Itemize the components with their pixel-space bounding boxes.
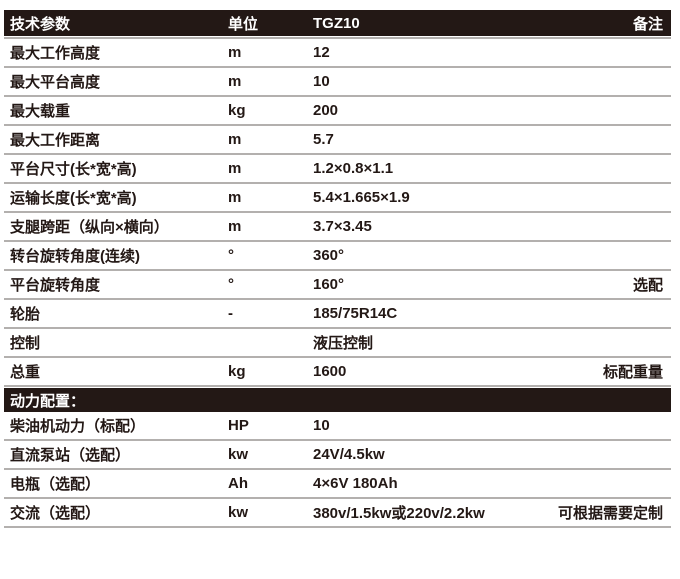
- table-header-row: 技术参数 单位 TGZ10 备注: [4, 10, 671, 36]
- unit-cell: m: [228, 218, 242, 235]
- value-cell: 3.7×3.45: [313, 218, 372, 235]
- header-unit-label: 单位: [228, 15, 259, 33]
- value-cell: 1600: [313, 363, 347, 380]
- table-row: 柴油机动力（标配） HP 10: [4, 412, 671, 441]
- param-cell: 直流泵站（选配）: [10, 447, 131, 464]
- unit-cell: m: [228, 73, 242, 90]
- value-cell: 380v/1.5kw或220v/2.2kw: [313, 505, 485, 522]
- table-row: 交流（选配） kw 380v/1.5kw或220v/2.2kw 可根据需要定制: [4, 499, 671, 528]
- param-cell: 轮胎: [10, 306, 41, 323]
- remark-cell: 可根据需要定制: [557, 505, 663, 522]
- value-cell: 液压控制: [313, 335, 374, 352]
- value-cell: 5.4×1.665×1.9: [313, 189, 410, 206]
- unit-cell: Ah: [228, 475, 248, 492]
- value-cell: 10: [313, 417, 330, 434]
- value-cell: 160°: [313, 276, 345, 293]
- param-cell: 运输长度(长*宽*高): [10, 190, 137, 207]
- table-row: 轮胎 - 185/75R14C: [4, 300, 671, 329]
- table-row: 转台旋转角度(连续) ° 360°: [4, 242, 671, 271]
- value-cell: 5.7: [313, 131, 334, 148]
- unit-cell: kg: [228, 102, 246, 119]
- unit-cell: °: [228, 247, 234, 264]
- table-row: 直流泵站（选配） kw 24V/4.5kw: [4, 441, 671, 470]
- unit-cell: -: [228, 305, 233, 322]
- param-cell: 交流（选配）: [10, 505, 101, 522]
- unit-cell: m: [228, 131, 242, 148]
- param-cell: 最大载重: [10, 103, 71, 120]
- table-row: 控制 液压控制: [4, 329, 671, 358]
- param-cell: 电瓶（选配）: [10, 476, 101, 493]
- param-cell: 总重: [10, 364, 41, 381]
- value-cell: 185/75R14C: [313, 305, 398, 322]
- remark-cell: 选配: [632, 277, 663, 294]
- table-row: 运输长度(长*宽*高) m 5.4×1.665×1.9: [4, 184, 671, 213]
- table-row: 总重 kg 1600 标配重量: [4, 358, 671, 387]
- unit-cell: kw: [228, 446, 249, 463]
- spec-table: 技术参数 单位 TGZ10 备注 最大工作高度 m 12 最大平台高度 m 10 最大载重 k…: [4, 10, 671, 528]
- header-param-label: 技术参数: [10, 15, 71, 33]
- header-model-label: TGZ10: [313, 14, 360, 32]
- table-row: 电瓶（选配） Ah 4×6V 180Ah: [4, 470, 671, 499]
- power-section-bar: 动力配置：: [4, 388, 671, 412]
- unit-cell: kw: [228, 504, 249, 521]
- table-row: 平台尺寸(长*宽*高) m 1.2×0.8×1.1: [4, 155, 671, 184]
- power-rows-group: 柴油机动力（标配） HP 10 直流泵站（选配） kw 24V/4.5kw 电瓶（选配） Ah…: [4, 412, 671, 528]
- value-cell: 200: [313, 102, 339, 119]
- param-cell: 平台尺寸(长*宽*高): [10, 161, 137, 178]
- table-row: 支腿跨距（纵向×横向） m 3.7×3.45: [4, 213, 671, 242]
- param-cell: 支腿跨距（纵向×横向）: [10, 219, 169, 236]
- unit-cell: HP: [228, 417, 249, 434]
- param-cell: 控制: [10, 335, 41, 352]
- table-row: 平台旋转角度 ° 160° 选配: [4, 271, 671, 300]
- remark-cell: 标配重量: [602, 364, 663, 381]
- spec-rows-group: 最大工作高度 m 12 最大平台高度 m 10 最大载重 kg 200 最大工作距离 m 5.7 平台尺…: [4, 39, 671, 387]
- unit-cell: kg: [228, 363, 246, 380]
- param-cell: 平台旋转角度: [10, 277, 101, 294]
- value-cell: 4×6V 180Ah: [313, 475, 398, 492]
- value-cell: 12: [313, 44, 330, 61]
- table-row: 最大工作距离 m 5.7: [4, 126, 671, 155]
- table-row: 最大平台高度 m 10: [4, 68, 671, 97]
- unit-cell: m: [228, 160, 242, 177]
- unit-cell: m: [228, 189, 242, 206]
- param-cell: 转台旋转角度(连续): [10, 248, 140, 265]
- param-cell: 柴油机动力（标配）: [10, 418, 146, 435]
- value-cell: 10: [313, 73, 330, 90]
- value-cell: 360°: [313, 247, 345, 264]
- param-cell: 最大平台高度: [10, 74, 101, 91]
- param-cell: 最大工作高度: [10, 45, 101, 62]
- unit-cell: m: [228, 44, 242, 61]
- power-section-title: 动力配置：: [10, 392, 86, 410]
- unit-cell: °: [228, 276, 234, 293]
- header-divider: [4, 37, 671, 39]
- value-cell: 24V/4.5kw: [313, 446, 385, 463]
- header-remark-label: 备注: [632, 15, 663, 33]
- table-row: 最大工作高度 m 12: [4, 39, 671, 68]
- param-cell: 最大工作距离: [10, 132, 101, 149]
- value-cell: 1.2×0.8×1.1: [313, 160, 394, 177]
- table-row: 最大载重 kg 200: [4, 97, 671, 126]
